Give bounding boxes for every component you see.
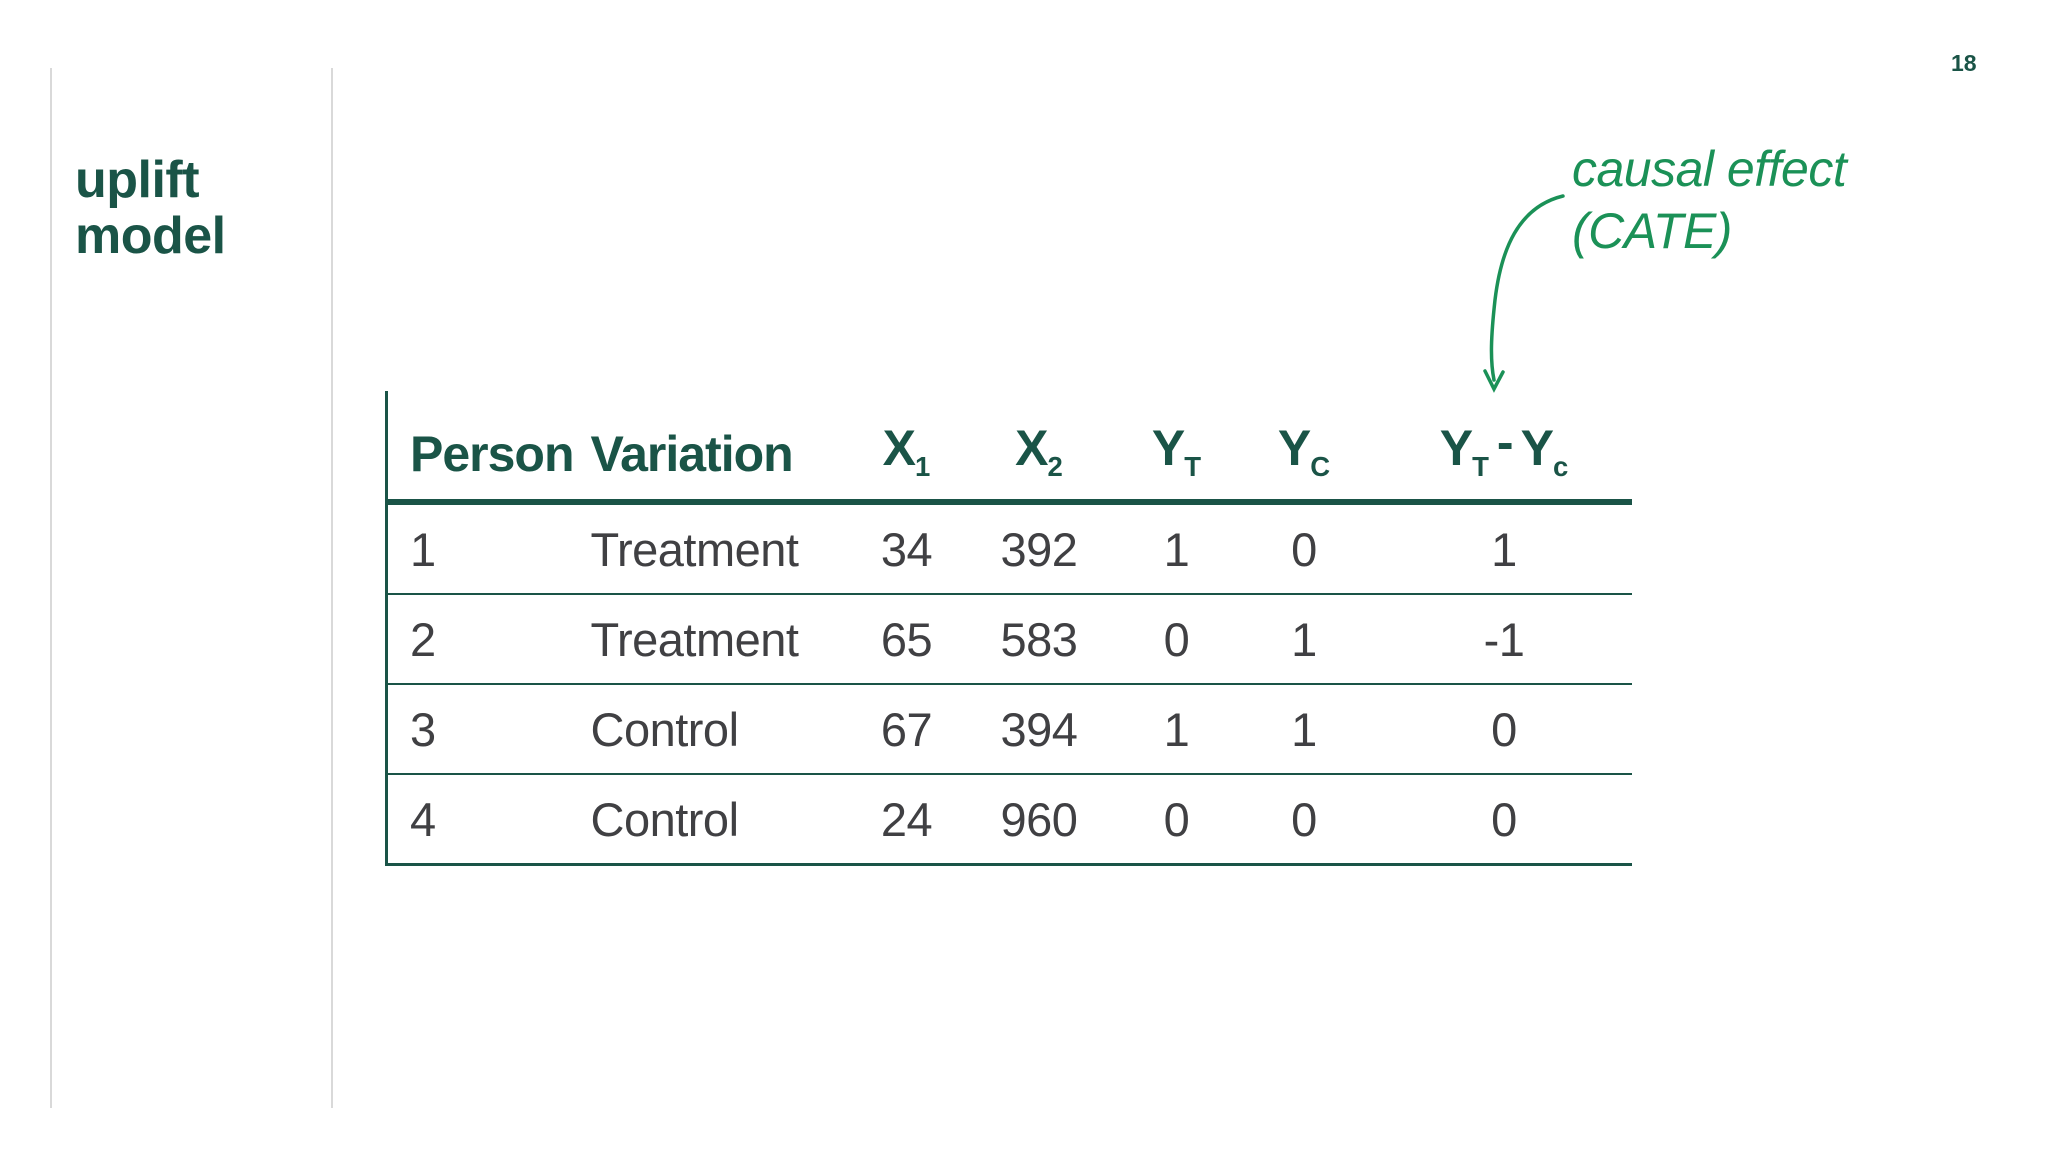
column-header-yc: YC: [1231, 391, 1377, 505]
vertical-divider-left: [50, 68, 52, 1108]
uplift-table: Person Variation X1 X2 YT YC YT - Yc 1 Tre…: [385, 391, 1632, 866]
cell-x1: 24: [856, 774, 957, 866]
cell-x1: 67: [856, 684, 957, 775]
cell-diff: -1: [1376, 594, 1632, 685]
cell-x1: 65: [856, 594, 957, 685]
cate-annotation-line2: (CATE): [1572, 203, 1732, 259]
cate-annotation: causal effect (CATE): [1572, 138, 1847, 262]
table-row: 1 Treatment 34 392 1 0 1: [386, 502, 1632, 595]
cell-variation: Treatment: [576, 594, 857, 685]
slide-title: uplift model: [75, 152, 226, 264]
cell-diff: 0: [1376, 684, 1632, 775]
page-number: 18: [1951, 50, 1977, 76]
column-header-x1: X1: [856, 391, 957, 505]
cell-yt: 0: [1121, 774, 1232, 866]
cell-variation: Control: [576, 774, 857, 866]
cell-yc: 1: [1231, 684, 1377, 775]
cell-yc: 1: [1231, 594, 1377, 685]
slide-title-line1: uplift: [75, 151, 200, 209]
cell-variation: Control: [576, 684, 857, 775]
table-header-row: Person Variation X1 X2 YT YC YT - Yc: [386, 391, 1632, 505]
cell-yt: 1: [1121, 502, 1232, 595]
cell-person: 2: [386, 594, 577, 685]
column-header-x2: X2: [956, 391, 1122, 505]
column-header-person: Person: [386, 391, 577, 505]
cate-annotation-line1: causal effect: [1572, 141, 1847, 197]
cell-person: 3: [386, 684, 577, 775]
table-row: 4 Control 24 960 0 0 0: [386, 774, 1632, 866]
cell-yc: 0: [1231, 774, 1377, 866]
column-header-yt: YT: [1121, 391, 1232, 505]
cell-variation: Treatment: [576, 502, 857, 595]
column-header-yt-minus-yc: YT - Yc: [1376, 391, 1632, 505]
vertical-divider-right: [331, 68, 333, 1108]
cell-person: 4: [386, 774, 577, 866]
cell-yt: 0: [1121, 594, 1232, 685]
table-row: 2 Treatment 65 583 0 1 -1: [386, 594, 1632, 685]
cell-yt: 1: [1121, 684, 1232, 775]
cell-x2: 960: [956, 774, 1122, 866]
table-row: 3 Control 67 394 1 1 0: [386, 684, 1632, 775]
cell-x2: 392: [956, 502, 1122, 595]
column-header-variation: Variation: [576, 391, 857, 505]
cell-x1: 34: [856, 502, 957, 595]
cell-x2: 394: [956, 684, 1122, 775]
cell-person: 1: [386, 502, 577, 595]
cell-diff: 1: [1376, 502, 1632, 595]
slide-title-line2: model: [75, 207, 226, 265]
cell-x2: 583: [956, 594, 1122, 685]
cell-yc: 0: [1231, 502, 1377, 595]
cell-diff: 0: [1376, 774, 1632, 866]
